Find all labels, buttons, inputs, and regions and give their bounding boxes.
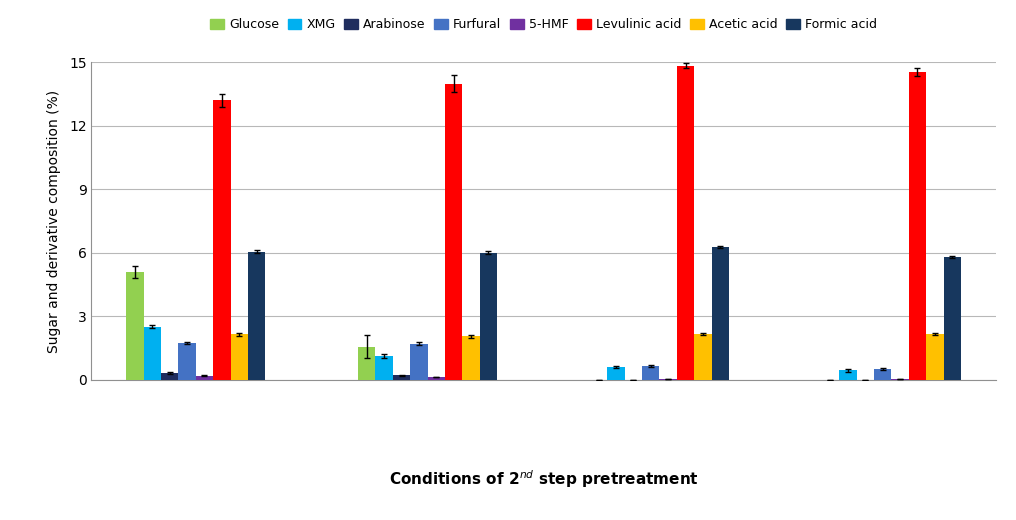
Bar bbox=[480, 253, 497, 380]
Bar bbox=[908, 72, 927, 380]
Bar bbox=[677, 66, 694, 380]
Bar bbox=[376, 356, 393, 380]
Bar bbox=[694, 334, 711, 380]
Bar bbox=[874, 369, 891, 380]
Bar bbox=[944, 257, 961, 380]
Bar bbox=[248, 252, 265, 380]
Bar bbox=[179, 343, 196, 380]
Legend: Glucose, XMG, Arabinose, Furfural, 5-HMF, Levulinic acid, Acetic acid, Formic ac: Glucose, XMG, Arabinose, Furfural, 5-HMF… bbox=[210, 18, 877, 31]
Bar bbox=[143, 327, 161, 380]
Bar bbox=[231, 334, 248, 380]
Bar bbox=[161, 373, 179, 380]
Bar bbox=[126, 272, 143, 380]
Y-axis label: Sugar and derivative composition (%): Sugar and derivative composition (%) bbox=[47, 89, 61, 353]
Bar bbox=[428, 377, 445, 380]
Bar bbox=[445, 84, 462, 380]
Bar bbox=[213, 100, 231, 380]
Bar bbox=[927, 334, 944, 380]
Bar bbox=[711, 248, 729, 380]
Bar bbox=[196, 376, 213, 380]
Bar bbox=[393, 375, 410, 380]
Bar bbox=[462, 336, 480, 380]
Bar bbox=[608, 367, 625, 380]
Bar bbox=[839, 370, 856, 380]
Bar bbox=[358, 347, 376, 380]
Text: Conditions of 2$^{nd}$ step pretreatment: Conditions of 2$^{nd}$ step pretreatment bbox=[388, 469, 699, 490]
Bar bbox=[642, 366, 659, 380]
Bar bbox=[410, 344, 428, 380]
